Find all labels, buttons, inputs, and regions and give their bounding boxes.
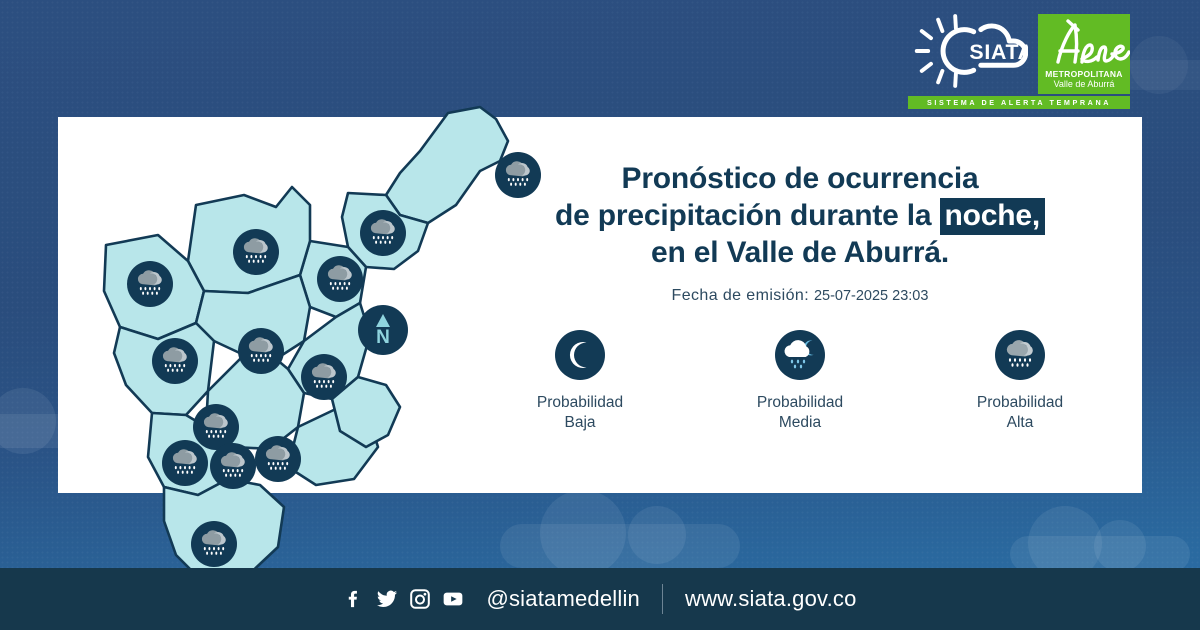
legend-label-baja: Probabilidad Baja — [537, 393, 623, 433]
station-copacabana-cloud-heavy-rain-icon — [317, 256, 363, 302]
legend-item-media: Probabilidad Media — [690, 330, 910, 433]
green-banner-sistema-alerta: SISTEMA DE ALERTA TEMPRANA — [908, 96, 1130, 109]
station-don-matias-cloud-heavy-rain-icon — [127, 261, 173, 307]
legend-alta-line2: Alta — [1006, 414, 1034, 431]
legend-media-line2: Media — [778, 414, 822, 431]
station-san-pedro-cloud-heavy-rain-icon — [233, 229, 279, 275]
valle-de-aburra-map: N — [48, 55, 541, 575]
footer-bar: @siatamedellin www.siata.gov.co — [0, 568, 1200, 630]
instagram-icon[interactable] — [409, 588, 431, 610]
cloud-heavy-rain-icon — [995, 330, 1045, 380]
station-barbosa-cloud-heavy-rain-icon — [495, 152, 541, 198]
decor-cloud-bottom-center — [500, 490, 740, 576]
legend-baja-line2: Baja — [564, 414, 596, 431]
station-la-estrella-cloud-heavy-rain-icon — [210, 443, 256, 489]
decor-cloud-top-right — [1118, 36, 1200, 94]
station-itagui-cloud-heavy-rain-icon — [193, 404, 239, 450]
cloud-moon-rain-icon — [775, 330, 825, 380]
probability-legend: Probabilidad Baja Probabilidad Media — [470, 330, 1130, 433]
social-icons — [343, 588, 464, 610]
youtube-icon[interactable] — [442, 588, 464, 610]
compass-north-icon: N — [358, 305, 408, 355]
facebook-icon[interactable] — [343, 588, 365, 610]
siata-logo: SIATA — [914, 14, 1028, 88]
title-line-3: en el Valle de Aburrá. — [651, 236, 949, 269]
station-la-estrella-s-cloud-heavy-rain-icon — [191, 521, 237, 567]
legend-item-alta: Probabilidad Alta — [910, 330, 1130, 433]
siata-wordmark: SIATA — [969, 40, 1028, 64]
legend-label-alta: Probabilidad Alta — [977, 393, 1063, 433]
title-line-1: Pronóstico de ocurrencia — [621, 162, 979, 195]
footer-divider — [662, 584, 663, 614]
forecast-panel: Pronóstico de ocurrencia de precipitació… — [470, 160, 1130, 305]
area-line-metropolitana: METROPOLITANA — [1045, 69, 1123, 79]
area-script-icon — [1056, 19, 1130, 64]
legend-baja-line1: Probabilidad — [536, 394, 624, 411]
title-highlight-noche: noche, — [939, 198, 1045, 235]
legend-item-baja: Probabilidad Baja — [470, 330, 690, 433]
decor-cloud-bottom-right — [1010, 506, 1190, 580]
moon-icon — [555, 330, 605, 380]
issue-date-label: Fecha de emisión: — [671, 287, 810, 304]
map-regions — [102, 105, 510, 575]
title-line-2-text: de precipitación durante la — [555, 199, 932, 232]
area-line-valle: Valle de Aburrá — [1053, 79, 1115, 89]
station-girardota-cloud-heavy-rain-icon — [360, 210, 406, 256]
legend-label-media: Probabilidad Media — [757, 393, 843, 433]
compass-label: N — [376, 327, 390, 348]
issue-date-value: 25-07-2025 23:03 — [813, 288, 929, 304]
station-medellin-cloud-heavy-rain-icon — [152, 338, 198, 384]
header-logos: SIATA METROPOLITANA Valle de Aburrá — [908, 14, 1130, 94]
issue-date: Fecha de emisión: 25-07-2025 23:03 — [470, 287, 1130, 305]
region-barbosa — [384, 105, 510, 225]
area-metropolitana-logo: METROPOLITANA Valle de Aburrá — [1038, 14, 1130, 94]
legend-media-line1: Probabilidad — [756, 394, 844, 411]
title-line-2: de precipitación durante la noche, — [470, 197, 1130, 235]
region-corridor-se — [330, 375, 402, 449]
station-sabaneta-cloud-heavy-rain-icon — [162, 440, 208, 486]
station-bello-cloud-heavy-rain-icon — [238, 328, 284, 374]
website-url[interactable]: www.siata.gov.co — [685, 586, 857, 611]
station-caldas-cloud-heavy-rain-icon — [255, 436, 301, 482]
social-handle[interactable]: @siatamedellin — [486, 586, 640, 611]
station-envigado-cloud-heavy-rain-icon — [301, 354, 347, 400]
legend-alta-line1: Probabilidad — [976, 394, 1064, 411]
page-title: Pronóstico de ocurrencia de precipitació… — [470, 160, 1130, 271]
twitter-icon[interactable] — [376, 588, 398, 610]
